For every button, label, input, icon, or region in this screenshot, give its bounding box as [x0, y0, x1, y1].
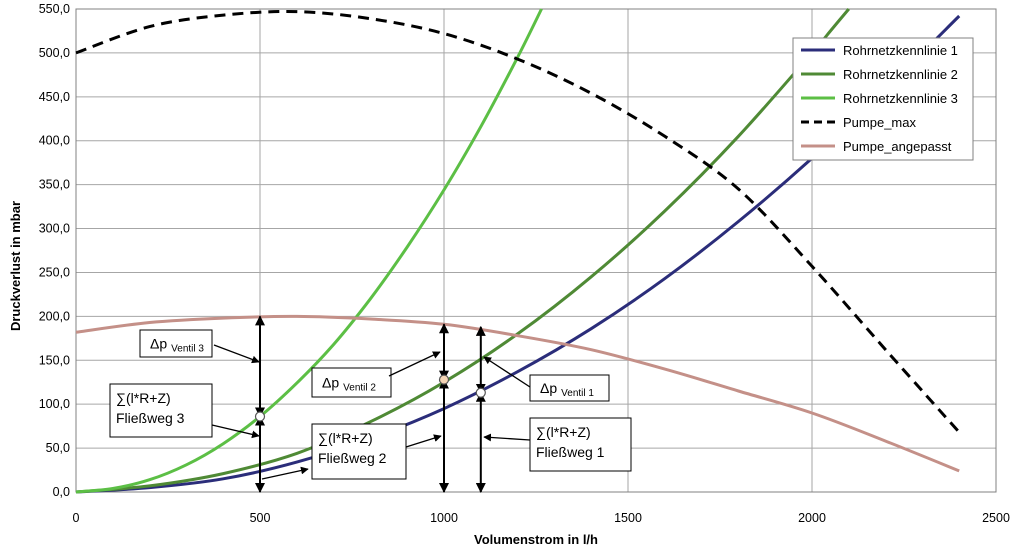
annotation-line1-fw1: ∑(l*R+Z)	[536, 424, 591, 440]
tick-labels: 0,0 50,0 100,0 150,0 200,0 250,0 300,0 350,0 400…	[39, 2, 1010, 525]
annotation-line2-fw3: Fließweg 3	[116, 410, 185, 426]
operating-point-marker	[438, 374, 450, 385]
annotation-label-dp3: Δp Ventil 3	[150, 336, 204, 355]
annotation-box-dp3	[139, 329, 213, 358]
y-tick-label: 0,0	[53, 485, 70, 499]
annotation-line1-fw2: ∑(l*R+Z)	[318, 430, 373, 446]
annotation-main: Δp	[322, 375, 339, 391]
x-tick-label: 2000	[798, 511, 826, 525]
legend: Rohrnetzkennlinie 1 Rohrnetzkennlinie 2 Ro…	[792, 37, 974, 161]
annotation-pointer	[261, 466, 309, 480]
legend-label-2: Rohrnetzkennlinie 2	[843, 67, 958, 82]
series-line-4	[75, 9, 961, 434]
annotation-label-dp1: Δp Ventil 1	[540, 380, 594, 399]
annotation-line2-fw2: Fließweg 2	[318, 450, 387, 466]
y-axis-label: Druckverlust in mbar	[8, 201, 23, 331]
annotation-sub: Ventil 3	[171, 344, 204, 355]
operating-points	[254, 374, 486, 422]
annotation-box-fw2	[311, 423, 407, 480]
annotation-label-dp2: Δp Ventil 2	[322, 375, 376, 394]
annotation-boxes: Δp Ventil 3 Δp Ventil 2 Δp Ventil 1 ∑(l*R+Z) Fl…	[109, 329, 632, 480]
legend-label-1: Rohrnetzkennlinie 1	[843, 43, 958, 58]
y-tick-label: 350,0	[39, 178, 70, 192]
annotation-box-fw3	[109, 383, 213, 438]
operating-point-marker	[254, 411, 266, 422]
annotation-main: Δp	[150, 336, 167, 352]
y-tick-label: 550,0	[39, 2, 70, 16]
x-tick-label: 2500	[982, 511, 1010, 525]
series-line-3	[75, 8, 543, 494]
y-tick-label: 500,0	[39, 46, 70, 60]
annotation-pointer	[483, 433, 531, 442]
y-tick-label: 200,0	[39, 309, 70, 323]
annotation-main: Δp	[540, 380, 557, 396]
y-tick-label: 400,0	[39, 134, 70, 148]
y-tick-label: 300,0	[39, 222, 70, 236]
annotation-box-fw1	[529, 417, 632, 472]
x-tick-label: 1000	[430, 511, 458, 525]
x-tick-label: 1500	[614, 511, 642, 525]
x-tick-label: 0	[73, 511, 80, 525]
annotation-pointer	[483, 356, 531, 388]
annotation-box-dp1	[529, 374, 610, 402]
annotation-line2-fw1: Fließweg 1	[536, 444, 605, 460]
annotation-sub: Ventil 1	[561, 388, 594, 399]
legend-label-4: Pumpe_max	[843, 115, 916, 130]
y-tick-label: 450,0	[39, 90, 70, 104]
annotation-pointer	[388, 351, 441, 377]
annotation-box-dp2	[311, 367, 392, 398]
annotation-pointer	[405, 434, 442, 448]
x-axis-label: Volumenstrom in l/h	[474, 532, 598, 547]
series-line-5	[75, 314, 960, 473]
legend-label-5: Pumpe_angepasst	[843, 139, 952, 154]
annotation-arrows	[255, 315, 486, 493]
plot-frame	[75, 8, 997, 493]
annotation-pointer	[213, 344, 260, 364]
y-tick-label: 100,0	[39, 397, 70, 411]
legend-label-3: Rohrnetzkennlinie 3	[843, 91, 958, 106]
annotation-line1-fw3: ∑(l*R+Z)	[116, 390, 171, 406]
y-tick-label: 150,0	[39, 353, 70, 367]
y-tick-label: 250,0	[39, 265, 70, 279]
operating-point-marker	[475, 387, 486, 398]
annotation-pointer	[211, 424, 260, 439]
y-tick-label: 50,0	[46, 441, 70, 455]
annotation-sub: Ventil 2	[343, 383, 376, 394]
x-tick-label: 500	[250, 511, 271, 525]
